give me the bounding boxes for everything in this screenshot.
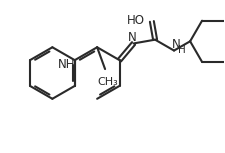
Text: N: N bbox=[172, 38, 180, 51]
Text: CH₃: CH₃ bbox=[98, 77, 118, 87]
Text: H: H bbox=[178, 45, 186, 55]
Text: N: N bbox=[128, 31, 137, 44]
Text: HO: HO bbox=[127, 14, 145, 27]
Text: NH: NH bbox=[58, 58, 76, 71]
